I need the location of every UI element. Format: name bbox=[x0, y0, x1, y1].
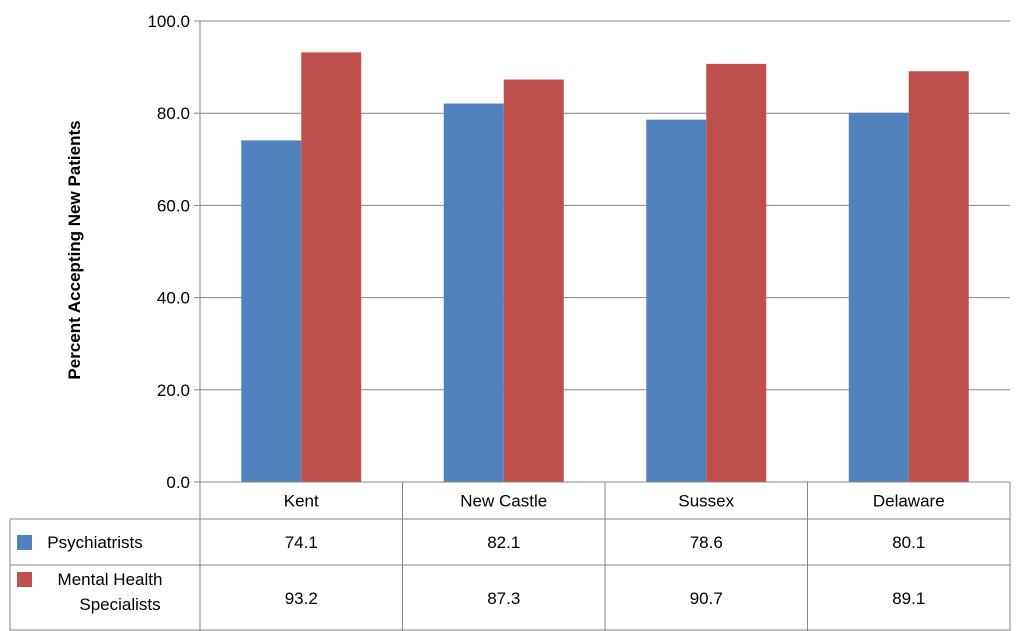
legend-label-line: Mental Health bbox=[58, 570, 163, 589]
y-axis-title: Percent Accepting New Patients bbox=[65, 120, 84, 379]
data-table-value: 74.1 bbox=[285, 533, 318, 552]
category-label: Kent bbox=[284, 492, 319, 511]
y-tick-label: 80.0 bbox=[157, 104, 190, 123]
category-label: Sussex bbox=[678, 492, 734, 511]
bar-new-castle-series-1 bbox=[443, 103, 504, 483]
bar-sussex-series-2 bbox=[706, 63, 767, 483]
data-table-value: 87.3 bbox=[487, 589, 520, 608]
category-label: Delaware bbox=[873, 492, 945, 511]
bar-new-castle-series-2 bbox=[503, 79, 564, 482]
legend-label: Mental Health Specialists bbox=[58, 570, 163, 614]
y-tick-label: 60.0 bbox=[157, 196, 190, 215]
y-tick-label: 0.0 bbox=[166, 473, 190, 492]
data-table-value: 78.6 bbox=[690, 533, 723, 552]
y-tick-label: 40.0 bbox=[157, 289, 190, 308]
bars bbox=[241, 52, 969, 483]
bar-kent-series-2 bbox=[301, 52, 362, 483]
data-table-value: 90.7 bbox=[690, 589, 723, 608]
data-table-value: 93.2 bbox=[285, 589, 318, 608]
y-tick-label: 20.0 bbox=[157, 381, 190, 400]
legend-swatch bbox=[17, 572, 32, 587]
bar-delaware-series-1 bbox=[848, 112, 909, 482]
bar-kent-series-1 bbox=[241, 140, 302, 483]
category-label: New Castle bbox=[460, 492, 547, 511]
data-table: Kent New Castle Sussex Delaware Psychiatrist… bbox=[9, 481, 1011, 631]
legend-swatch bbox=[17, 535, 32, 550]
bar-sussex-series-1 bbox=[646, 119, 707, 483]
bar-delaware-series-2 bbox=[908, 71, 969, 483]
data-table-value: 82.1 bbox=[487, 533, 520, 552]
data-table-value: 89.1 bbox=[892, 589, 925, 608]
legend-label-line: Specialists bbox=[79, 595, 160, 614]
axes bbox=[194, 20, 201, 483]
y-tick-label: 100.0 bbox=[147, 12, 190, 31]
legend-label: Psychiatrists bbox=[47, 533, 142, 552]
data-table-value: 80.1 bbox=[892, 533, 925, 552]
y-tick-labels: 0.0 20.0 40.0 60.0 80.0 100.0 bbox=[147, 12, 190, 492]
